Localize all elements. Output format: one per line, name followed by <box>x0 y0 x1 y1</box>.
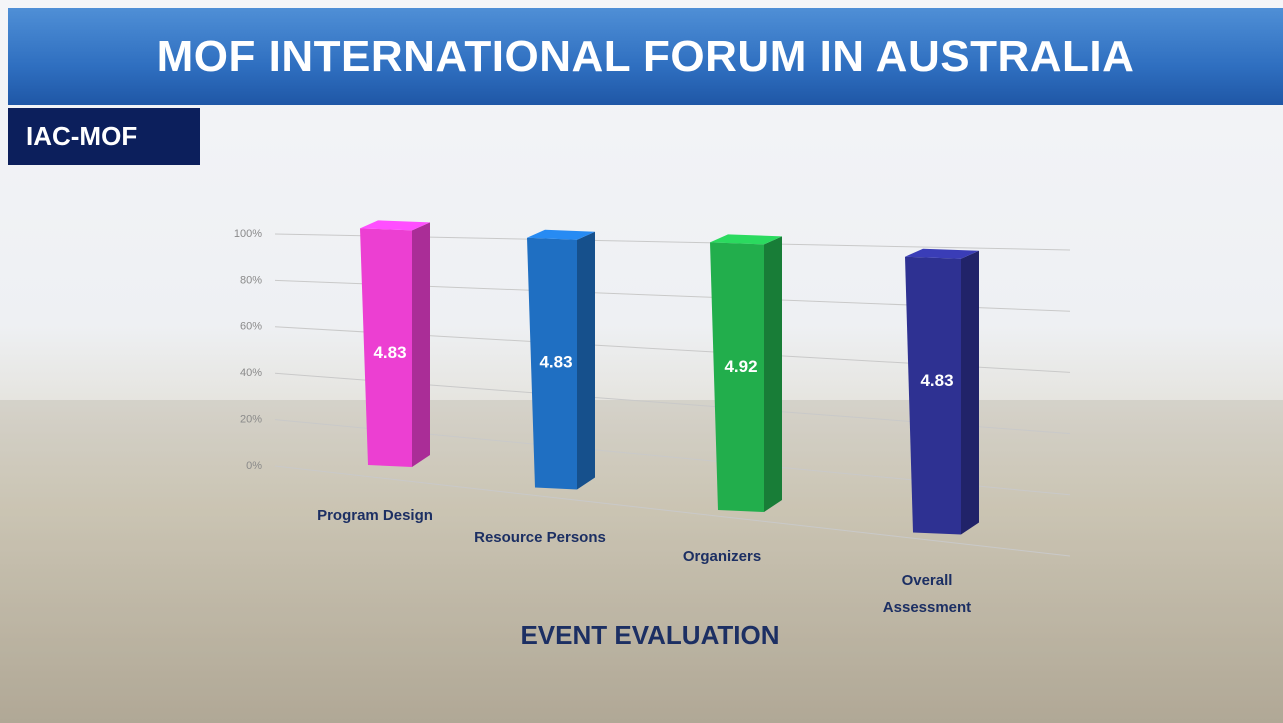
bar-front <box>710 242 764 512</box>
bar-side <box>412 222 430 467</box>
bar-side <box>577 232 595 490</box>
y-tick-label: 60% <box>240 321 262 333</box>
bar-side <box>961 251 979 535</box>
city-haze <box>0 400 1283 723</box>
value-label: 4.83 <box>920 371 953 390</box>
value-label: 4.92 <box>724 357 757 376</box>
x-axis-title: EVENT EVALUATION <box>520 620 779 650</box>
slide: MOF INTERNATIONAL FORUM IN AUSTRALIA IAC… <box>0 0 1283 723</box>
bar-side <box>764 236 782 512</box>
x-tick-label: Resource Persons <box>455 524 625 551</box>
y-tick-label: 80% <box>240 274 262 286</box>
y-tick-label: 100% <box>234 228 262 240</box>
value-label: 4.83 <box>539 352 572 371</box>
chart: EVENT EVALUATION 0% 20% 40% 60% 80% 100% 4.83 4… <box>0 0 1283 723</box>
y-tick-label: 40% <box>240 367 262 379</box>
bar-front <box>905 257 961 535</box>
y-tick-label: 0% <box>246 460 262 472</box>
y-tick-label: 20% <box>240 414 262 426</box>
bar <box>905 249 979 535</box>
x-tick-label: Program Design <box>295 502 455 529</box>
value-label: 4.83 <box>373 343 406 362</box>
x-tick-label: Organizers <box>662 543 782 570</box>
x-tick-label: Overall Assessment <box>877 567 977 621</box>
